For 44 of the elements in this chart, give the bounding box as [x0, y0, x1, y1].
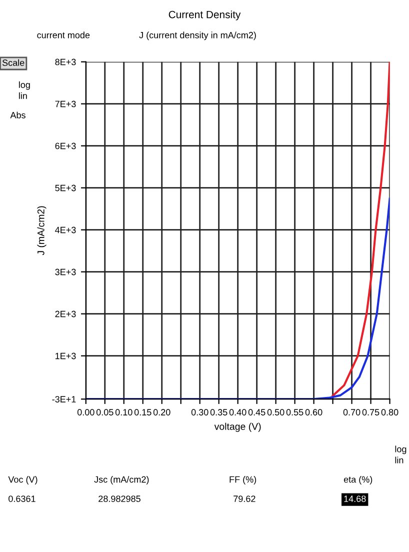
y-tick-label: 7E+3 — [55, 100, 76, 108]
text: Abs — [10, 112, 26, 118]
x-tick-label: 0.00 — [77, 409, 94, 416]
y-tick-label: 1E+3 — [56, 352, 76, 360]
x-tick-label: 0.10 — [115, 409, 132, 416]
x-tick-label: 0.80 — [381, 409, 398, 416]
x-tick-label: 0.45 — [248, 409, 266, 416]
x-tick-label: 0.60 — [305, 409, 322, 416]
y-tick-label: 8E+3 — [55, 58, 76, 66]
x-tick-label: 0.40 — [229, 409, 246, 416]
line-series — [332, 62, 390, 397]
text: 14.68 — [344, 496, 366, 502]
y-axis-title: J (mA/cm2) — [37, 206, 46, 256]
x-axis-title: voltage (V) — [214, 422, 261, 432]
y-tick-label: 5E+3 — [55, 184, 76, 192]
text: Voc (V) — [8, 476, 38, 484]
text: log — [19, 81, 30, 90]
text: FF (%) — [230, 476, 256, 484]
x-tick-label: 0.15 — [134, 409, 152, 416]
x-tick-label: 0.35 — [210, 409, 228, 416]
x-tick-label: 0.70 — [343, 409, 360, 416]
text: lin — [395, 456, 404, 464]
text: lin — [19, 92, 27, 99]
y-tick-label: 4E+3 — [55, 226, 76, 234]
y-tick-label: 2E+3 — [55, 310, 76, 318]
text: 28.982985 — [98, 496, 140, 502]
x-tick-label: 0.55 — [286, 409, 304, 416]
x-tick-label: 0.05 — [96, 409, 114, 416]
x-tick-label: 0.75 — [362, 409, 380, 416]
y-tick-label: 6E+3 — [55, 142, 76, 150]
text: Scale — [2, 59, 24, 66]
text: 79.62 — [234, 496, 256, 502]
y-tick-label: 3E+3 — [55, 268, 76, 276]
text: 0.6361 — [8, 496, 36, 502]
text: J (current density in mA/cm2) — [139, 32, 256, 40]
text: current mode — [37, 32, 90, 38]
text: eta (%) — [344, 476, 372, 484]
chart-title: Current Density — [168, 10, 241, 20]
text: log — [395, 446, 406, 454]
y-tick-label: -3E+1 — [52, 396, 76, 402]
x-tick-label: 0.50 — [267, 409, 284, 416]
x-tick-label: 0.30 — [191, 409, 208, 416]
x-tick-label: 0.20 — [153, 409, 170, 416]
text: Jsc (mA/cm2) — [94, 476, 149, 484]
